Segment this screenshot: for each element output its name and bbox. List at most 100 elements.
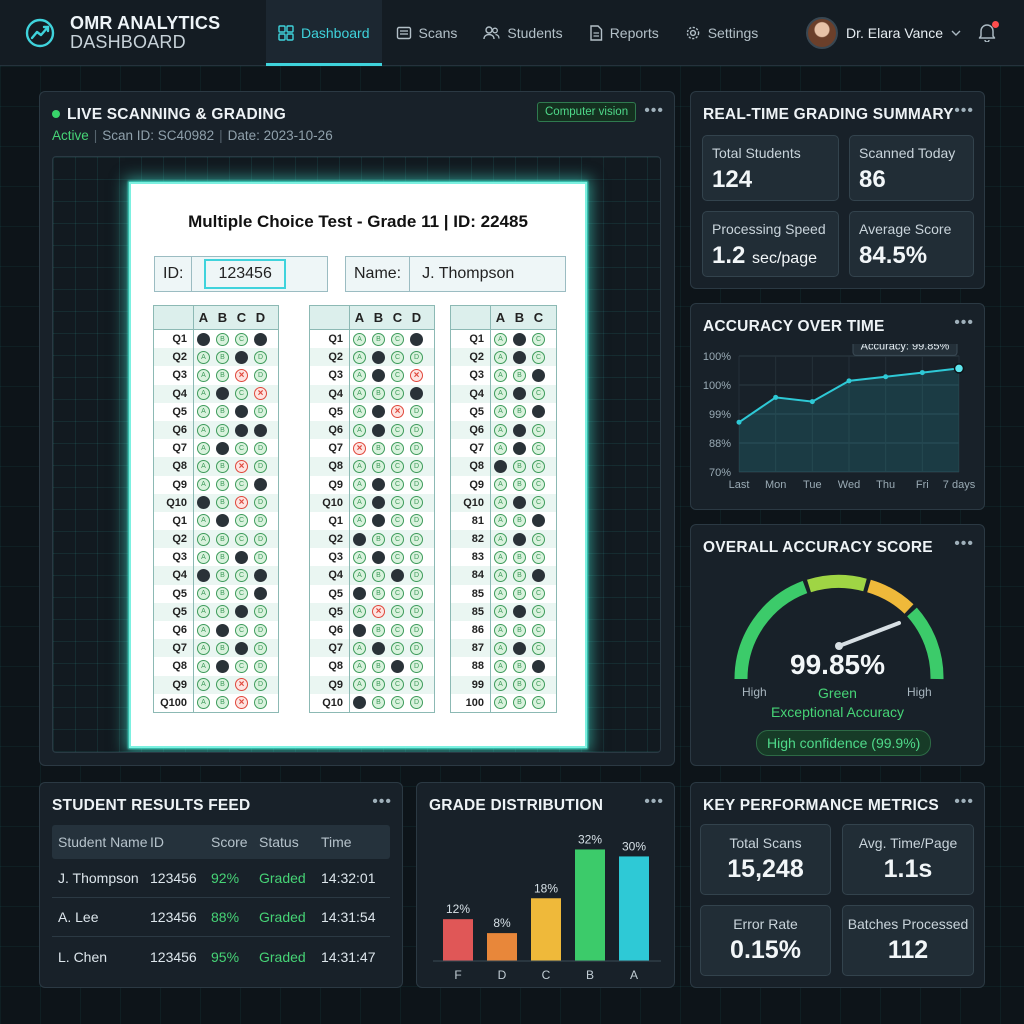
filled-bubble: [513, 423, 526, 437]
filled-bubble: [372, 368, 385, 382]
filled-bubble: [216, 441, 229, 455]
bar-C[interactable]: [531, 898, 561, 961]
key-metrics-panel: KEY PERFORMANCE METRICS ••• Total Scans …: [690, 782, 985, 988]
empty-bubble: D: [410, 605, 423, 619]
empty-bubble: D: [254, 696, 267, 710]
question-row: Q10 B × D: [154, 493, 278, 512]
nav-scans[interactable]: Scans: [384, 0, 470, 66]
col-id[interactable]: ID: [150, 834, 164, 850]
empty-bubble: C: [532, 332, 545, 346]
table-row[interactable]: J. Thompson 123456 92% Graded 14:32:01: [52, 859, 390, 898]
empty-bubble: B: [513, 368, 526, 382]
more-options-icon[interactable]: •••: [954, 102, 974, 119]
table-row[interactable]: A. Lee 123456 88% Graded 14:31:54: [52, 898, 390, 937]
brand[interactable]: OMR ANALYTICS DASHBOARD: [0, 13, 266, 52]
nav-reports[interactable]: Reports: [577, 0, 671, 66]
filled-bubble: [513, 605, 526, 619]
empty-bubble: A: [494, 387, 507, 401]
more-options-icon[interactable]: •••: [954, 535, 974, 552]
question-row: Q7 A B D: [154, 639, 278, 658]
filled-bubble: [372, 641, 385, 655]
accuracy-over-time-title: ACCURACY OVER TIME: [703, 318, 885, 335]
x-tick-label: Tue: [803, 479, 822, 491]
filled-bubble: [197, 496, 210, 510]
more-options-icon[interactable]: •••: [644, 793, 664, 810]
document-icon: [589, 24, 602, 41]
empty-bubble: A: [494, 405, 507, 419]
col-score[interactable]: Score: [211, 834, 248, 850]
question-number: Q7: [310, 439, 350, 458]
bar-D[interactable]: [487, 933, 517, 961]
bar-A[interactable]: [619, 856, 649, 961]
empty-bubble: C: [391, 587, 404, 601]
filled-bubble: [372, 496, 385, 510]
confidence-badge: High confidence (99.9%): [756, 730, 932, 756]
chevron-down-icon: [951, 30, 961, 36]
filled-bubble: [513, 641, 526, 655]
question-row: 88 A B: [451, 657, 556, 676]
bar-category-label: B: [586, 968, 594, 982]
empty-bubble: A: [353, 387, 366, 401]
top-navigation-bar: OMR ANALYTICS DASHBOARD Dashboard Scans …: [0, 0, 1024, 66]
empty-bubble: D: [410, 423, 423, 437]
empty-bubble: B: [513, 405, 526, 419]
empty-bubble: B: [513, 514, 526, 528]
filled-bubble: [513, 350, 526, 364]
stat-label: Processing Speed: [712, 221, 826, 237]
empty-bubble: A: [353, 332, 366, 346]
more-options-icon[interactable]: •••: [954, 793, 974, 810]
answer-choice-header: A: [354, 310, 365, 325]
analytics-logo-icon: [25, 18, 55, 47]
question-number: Q5: [310, 584, 350, 603]
nav-dashboard-label: Dashboard: [301, 24, 370, 41]
accuracy-gauge: [734, 574, 944, 680]
empty-bubble: A: [353, 678, 366, 692]
empty-bubble: D: [410, 678, 423, 692]
col-status[interactable]: Status: [259, 834, 299, 850]
filled-bubble: [254, 587, 267, 601]
table-row[interactable]: L. Chen 123456 95% Graded 14:31:47: [52, 937, 390, 976]
empty-bubble: B: [372, 696, 385, 710]
accuracy-area: [739, 368, 959, 472]
more-options-icon[interactable]: •••: [372, 793, 392, 810]
bar-B[interactable]: [575, 849, 605, 961]
user-menu[interactable]: Dr. Elara Vance: [806, 17, 961, 49]
question-row: Q2 A C D: [310, 348, 434, 367]
empty-bubble: C: [391, 423, 404, 437]
bell-icon[interactable]: [978, 22, 996, 42]
more-options-icon[interactable]: •••: [644, 102, 664, 119]
empty-bubble: B: [372, 623, 385, 637]
gauge-hub: [835, 642, 843, 650]
nav-students[interactable]: Students: [471, 0, 574, 66]
y-tick-label: 70%: [709, 467, 731, 479]
empty-bubble: B: [513, 459, 526, 473]
kpi-value: 112: [887, 936, 929, 964]
stat-value: 86: [859, 166, 886, 193]
kpi-error-rate: Error Rate 0.15%: [700, 905, 831, 976]
empty-bubble: A: [353, 459, 366, 473]
empty-bubble: C: [532, 623, 545, 637]
question-row: Q4 A B D: [310, 566, 434, 585]
empty-bubble: B: [513, 587, 526, 601]
filled-bubble: [353, 623, 366, 637]
empty-bubble: B: [513, 478, 526, 492]
col-time[interactable]: Time: [321, 834, 352, 850]
empty-bubble: B: [372, 387, 385, 401]
nav-settings-label: Settings: [707, 24, 759, 41]
question-row: Q1 A C: [451, 330, 556, 349]
nav-dashboard[interactable]: Dashboard: [266, 0, 382, 66]
bar-F[interactable]: [443, 919, 473, 961]
empty-bubble: A: [494, 368, 507, 382]
incorrect-bubble: ×: [353, 441, 366, 455]
empty-bubble: A: [494, 514, 507, 528]
nav-settings[interactable]: Settings: [673, 0, 771, 66]
more-options-icon[interactable]: •••: [954, 314, 974, 331]
data-point[interactable]: [953, 363, 965, 374]
question-number: 86: [451, 621, 491, 640]
filled-bubble: [353, 696, 366, 710]
cell-status: Graded: [259, 870, 306, 886]
bar-value-label: 12%: [446, 902, 470, 916]
col-student-name[interactable]: Student Name: [58, 834, 148, 850]
empty-bubble: A: [494, 605, 507, 619]
cell-id: 123456: [150, 909, 197, 925]
